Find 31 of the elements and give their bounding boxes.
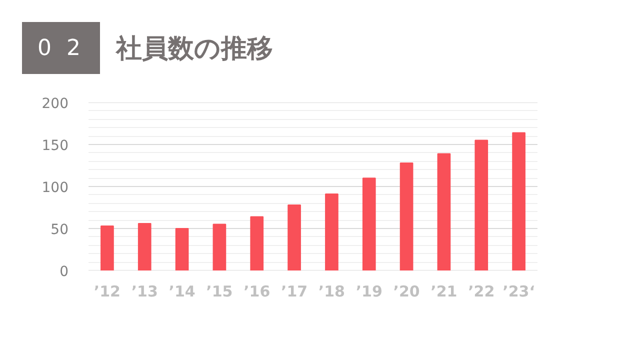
bar xyxy=(212,224,226,270)
x-tick-label: ’16 xyxy=(244,282,270,300)
bar xyxy=(175,228,189,270)
bar xyxy=(288,204,301,270)
bar xyxy=(400,162,414,270)
bar xyxy=(512,132,526,270)
bar xyxy=(437,153,451,270)
x-tick-label: ’23‘ xyxy=(502,282,535,300)
bar xyxy=(474,140,488,270)
x-tick-label: ’17 xyxy=(281,282,308,300)
y-tick-label: 150 xyxy=(42,138,69,154)
bar xyxy=(362,178,376,270)
x-tick-label: ’15 xyxy=(206,282,233,300)
badge: 0 2 xyxy=(22,22,100,74)
y-tick-label: 50 xyxy=(50,222,69,238)
bar xyxy=(250,216,264,270)
bar xyxy=(138,222,152,270)
x-tick-label: ’14 xyxy=(168,282,196,300)
x-tick-label: ’13 xyxy=(131,282,158,300)
bar xyxy=(100,225,114,270)
x-tick-label: ’21 xyxy=(430,282,458,300)
y-tick-label: 200 xyxy=(42,96,69,112)
x-tick-label: ’19 xyxy=(356,282,382,300)
x-tick-label: ’20 xyxy=(393,282,420,300)
y-tick-label: 0 xyxy=(60,264,69,280)
x-tick-label: ’22 xyxy=(468,282,495,300)
chart-title: 社員数の推移 xyxy=(116,32,273,66)
x-tick-label: ’12 xyxy=(94,282,120,300)
x-tick-label: ’18 xyxy=(318,282,345,300)
y-tick-label: 100 xyxy=(42,180,69,196)
bar xyxy=(325,194,338,270)
